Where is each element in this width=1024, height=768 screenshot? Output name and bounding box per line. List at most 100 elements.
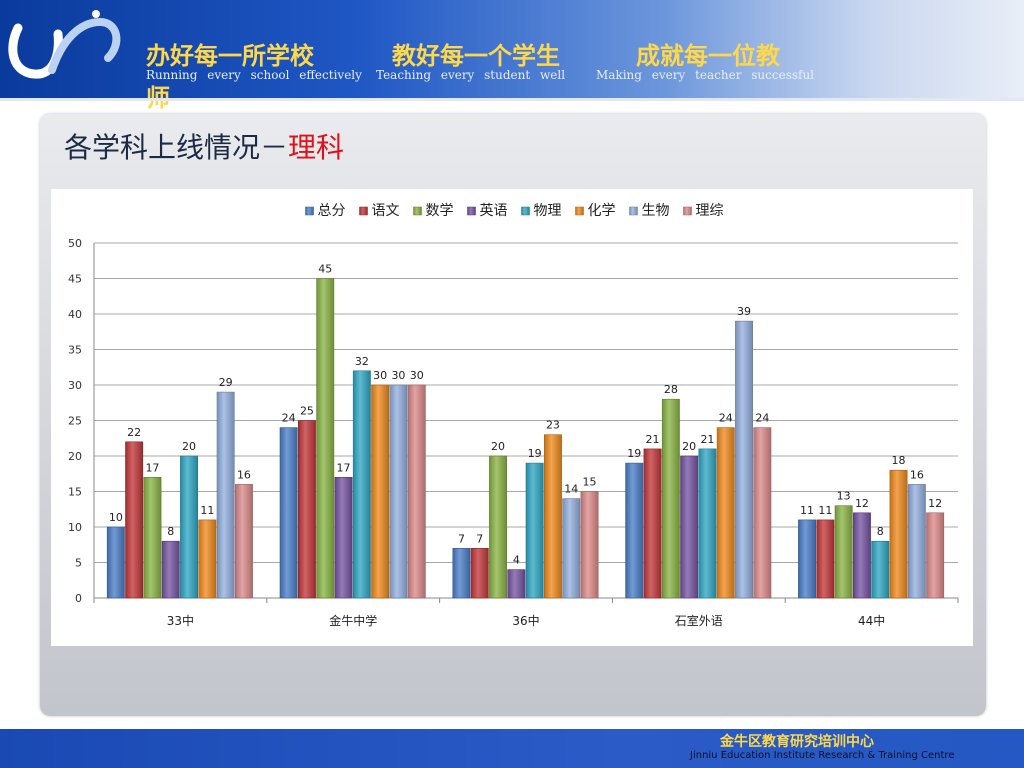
- data-label: 22: [127, 426, 141, 439]
- bar: [507, 569, 526, 599]
- x-tick-label: 石室外语: [675, 613, 723, 628]
- institute-logo: [8, 10, 121, 79]
- bar: [926, 512, 945, 599]
- data-label: 24: [719, 412, 733, 425]
- data-label: 20: [682, 440, 696, 453]
- bar: [161, 540, 180, 599]
- data-label: 30: [391, 369, 405, 382]
- legend-swatch: [683, 206, 692, 216]
- legend-label: 物理: [534, 203, 562, 219]
- motto-school-en: Running every school effectively: [146, 68, 362, 82]
- legend-swatch: [359, 206, 368, 216]
- bar: [334, 476, 353, 599]
- footer-org-en: Jinniu Education Institute Research & Tr…: [690, 750, 955, 761]
- bar: [106, 526, 125, 599]
- bar-chart: 0 5 10 15 20 25 30 35 40 45 50 33中 10 22 17 8 20 11 29 16 金牛…: [68, 202, 959, 628]
- data-label: 39: [737, 305, 751, 318]
- data-label: 21: [646, 433, 660, 446]
- y-tick-label: 50: [68, 237, 82, 250]
- footer-bar: [0, 729, 1024, 768]
- x-tick-label: 44中: [858, 613, 885, 628]
- bar: [198, 519, 217, 599]
- legend-label: 数学: [426, 203, 454, 219]
- y-tick-label: 35: [68, 344, 82, 357]
- data-label: 8: [877, 525, 884, 538]
- bar: [143, 476, 162, 599]
- bar: [735, 320, 754, 599]
- data-label: 10: [109, 511, 123, 524]
- bar: [698, 448, 717, 599]
- data-label: 13: [837, 490, 851, 503]
- bar: [489, 455, 507, 599]
- data-label: 45: [318, 263, 332, 276]
- data-label: 11: [818, 504, 832, 517]
- motto-student: 教好每一个学生: [392, 42, 560, 70]
- legend-label: 语文: [372, 203, 400, 219]
- bar: [352, 370, 371, 599]
- bar: [753, 427, 772, 599]
- bar: [543, 434, 562, 599]
- data-label: 21: [700, 433, 714, 446]
- data-label: 30: [373, 369, 387, 382]
- y-tick-label: 5: [75, 557, 82, 570]
- bar: [798, 519, 817, 599]
- motto-teacher-en: Making every teacher successful: [596, 68, 815, 82]
- data-label: 15: [583, 476, 597, 489]
- data-label: 24: [282, 412, 296, 425]
- bar: [625, 462, 644, 599]
- data-label: 18: [892, 454, 906, 467]
- bar: [580, 491, 599, 599]
- bar: [407, 384, 426, 599]
- y-tick-label: 20: [68, 450, 82, 463]
- data-label: 17: [145, 461, 159, 474]
- data-label: 28: [664, 383, 678, 396]
- legend-label: 英语: [480, 202, 508, 219]
- data-label: 16: [910, 468, 924, 481]
- header-banner: [0, 0, 1024, 100]
- data-label: 7: [458, 532, 465, 545]
- legend-label: 生物: [642, 203, 670, 219]
- slide-title-main: 各学科上线情况－: [64, 131, 289, 164]
- data-label: 17: [337, 461, 351, 474]
- x-tick-label: 33中: [167, 613, 194, 628]
- bar: [180, 455, 198, 599]
- y-tick-label: 40: [68, 308, 82, 321]
- legend-swatch: [305, 206, 314, 216]
- legend-swatch: [413, 206, 422, 216]
- footer-org-cn: 金牛区教育研究培训中心: [720, 734, 874, 750]
- bar: [125, 441, 144, 599]
- data-label: 29: [219, 376, 233, 389]
- legend-swatch: [467, 206, 476, 216]
- slide-title: 各学科上线情况－理科: [64, 126, 344, 166]
- legend-swatch: [575, 206, 584, 216]
- y-tick-label: 30: [68, 379, 82, 392]
- motto-school: 办好每一所学校: [146, 42, 314, 70]
- motto-teacher-wrap: 师: [146, 84, 170, 112]
- slide-title-highlight: 理科: [288, 131, 345, 164]
- data-label: 8: [167, 525, 174, 538]
- bar: [907, 484, 926, 599]
- y-tick-label: 15: [68, 486, 82, 499]
- bar: [889, 469, 908, 599]
- data-label: 11: [800, 504, 814, 517]
- y-tick-label: 45: [68, 273, 82, 286]
- bar: [562, 498, 581, 599]
- legend-swatch: [521, 206, 530, 216]
- data-label: 25: [300, 405, 314, 418]
- legend-label: 理综: [696, 203, 724, 219]
- bar: [834, 505, 853, 599]
- bar: [680, 455, 699, 599]
- bar: [279, 427, 298, 599]
- data-label: 16: [237, 468, 251, 481]
- bar: [643, 448, 662, 599]
- bar: [852, 512, 871, 599]
- bar: [716, 427, 735, 599]
- data-label: 32: [355, 355, 369, 368]
- data-label: 19: [528, 447, 542, 460]
- data-label: 30: [410, 369, 424, 382]
- data-label: 19: [627, 447, 641, 460]
- bar: [316, 278, 335, 599]
- data-label: 11: [200, 504, 214, 517]
- bar: [235, 484, 253, 599]
- x-tick-label: 36中: [512, 613, 539, 628]
